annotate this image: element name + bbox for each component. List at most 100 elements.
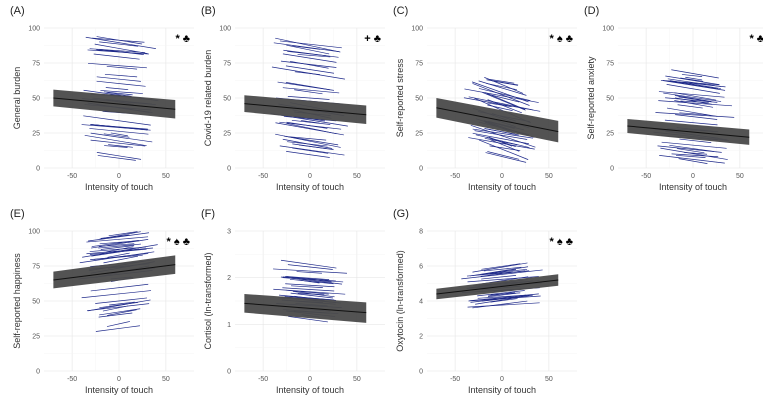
observation-line bbox=[279, 121, 342, 130]
y-axis-title: Self-reported anxiety bbox=[586, 56, 596, 140]
fitted-line bbox=[627, 125, 750, 138]
observation-line bbox=[674, 92, 716, 101]
x-axis-title: Intensity of touch bbox=[468, 182, 536, 192]
observation-line bbox=[474, 130, 528, 140]
y-axis-title: Oxytocin (ln-transformed) bbox=[395, 250, 405, 352]
observation-line bbox=[481, 296, 521, 302]
observation-line bbox=[282, 287, 335, 292]
x-tick-label: 0 bbox=[691, 173, 695, 180]
observation-line bbox=[106, 65, 138, 70]
observation-line bbox=[679, 138, 712, 143]
observation-line bbox=[285, 82, 330, 91]
observation-line bbox=[472, 300, 528, 309]
observation-line bbox=[103, 91, 133, 96]
observation-lines bbox=[652, 69, 735, 164]
x-tick-label: -50 bbox=[258, 376, 268, 383]
observation-line bbox=[680, 100, 709, 104]
x-tick-label: -50 bbox=[258, 173, 268, 180]
x-axis-title: Intensity of touch bbox=[468, 385, 536, 395]
x-tick-label: -50 bbox=[641, 173, 651, 180]
observation-line bbox=[294, 71, 321, 75]
observation-line bbox=[108, 144, 133, 148]
observation-line bbox=[297, 54, 331, 58]
panel-d: (D) -50 0 50 0 25 50 75 100 Intensity of touch Sel… bbox=[584, 5, 763, 192]
x-tick-label: 0 bbox=[500, 376, 504, 383]
observation-line bbox=[472, 132, 529, 145]
observation-line bbox=[282, 87, 340, 94]
observation-line bbox=[658, 100, 733, 107]
observation-line bbox=[471, 81, 529, 103]
observation-line bbox=[89, 48, 146, 53]
observation-line bbox=[79, 251, 155, 264]
observation-line bbox=[487, 102, 512, 108]
observation-line bbox=[660, 147, 728, 160]
observation-line bbox=[490, 298, 518, 303]
x-tick-label: 50 bbox=[162, 173, 170, 180]
observation-line bbox=[461, 269, 543, 280]
observation-line bbox=[467, 276, 539, 283]
observation-line bbox=[470, 124, 536, 148]
observation-line bbox=[290, 292, 334, 299]
observation-line bbox=[273, 268, 347, 274]
observation-line bbox=[481, 268, 528, 275]
observation-line bbox=[674, 95, 712, 102]
y-tick-label: 50 bbox=[223, 96, 231, 103]
observation-line bbox=[99, 231, 141, 240]
observation-line bbox=[106, 309, 137, 316]
observation-line bbox=[659, 155, 725, 164]
observation-line bbox=[477, 290, 525, 297]
observation-line bbox=[481, 263, 521, 270]
x-tick-label: 50 bbox=[736, 173, 744, 180]
y-tick-label: 0 bbox=[419, 166, 423, 173]
x-tick-label: -50 bbox=[450, 173, 460, 180]
observation-line bbox=[475, 134, 530, 148]
y-tick-label: 100 bbox=[28, 229, 40, 236]
observation-line bbox=[92, 37, 145, 43]
observation-line bbox=[300, 120, 320, 124]
observation-line bbox=[84, 134, 147, 147]
observation-line bbox=[284, 295, 334, 301]
panel-e: (E) -50 0 50 0 25 50 75 100 Intensity of touch Sel… bbox=[10, 208, 194, 395]
fitted-line bbox=[436, 107, 559, 133]
x-axis-title: Intensity of touch bbox=[276, 385, 344, 395]
panel-b: (B) -50 0 50 0 25 50 75 100 Intensity of touch Cov… bbox=[201, 5, 385, 192]
observation-line bbox=[292, 45, 321, 50]
observation-line bbox=[662, 79, 726, 88]
panel-label: (D) bbox=[584, 5, 599, 17]
observation-line bbox=[108, 231, 138, 237]
observation-line bbox=[468, 96, 534, 111]
observation-line bbox=[87, 303, 150, 312]
panel-label: (E) bbox=[10, 208, 25, 220]
y-tick-label: 75 bbox=[223, 61, 231, 68]
fitted-line bbox=[436, 279, 559, 295]
observation-line bbox=[291, 119, 331, 125]
observation-line bbox=[296, 271, 322, 274]
y-tick-label: 0 bbox=[419, 369, 423, 376]
observation-line bbox=[681, 74, 703, 78]
y-tick-label: 50 bbox=[32, 96, 40, 103]
x-tick-label: 50 bbox=[545, 173, 553, 180]
observation-line bbox=[285, 283, 335, 288]
observation-line bbox=[86, 247, 154, 255]
observation-line bbox=[469, 266, 529, 277]
observation-line bbox=[488, 291, 516, 297]
observation-line bbox=[291, 285, 323, 288]
observation-line bbox=[88, 232, 150, 242]
observation-line bbox=[286, 44, 330, 55]
y-tick-label: 0 bbox=[36, 166, 40, 173]
observation-line bbox=[95, 325, 140, 332]
x-tick-label: 50 bbox=[162, 376, 170, 383]
panel-label: (C) bbox=[393, 5, 408, 17]
observation-line bbox=[674, 100, 714, 108]
y-tick-label: 8 bbox=[419, 229, 423, 236]
observation-line bbox=[279, 145, 345, 156]
observation-line bbox=[109, 301, 135, 306]
observation-line bbox=[487, 151, 520, 160]
observation-line bbox=[96, 80, 146, 87]
y-axis-title: Cortisol (ln-transformed) bbox=[203, 252, 213, 349]
observation-line bbox=[83, 115, 151, 126]
panel-label: (F) bbox=[201, 208, 215, 220]
observation-line bbox=[288, 316, 328, 323]
observation-line bbox=[95, 297, 148, 304]
